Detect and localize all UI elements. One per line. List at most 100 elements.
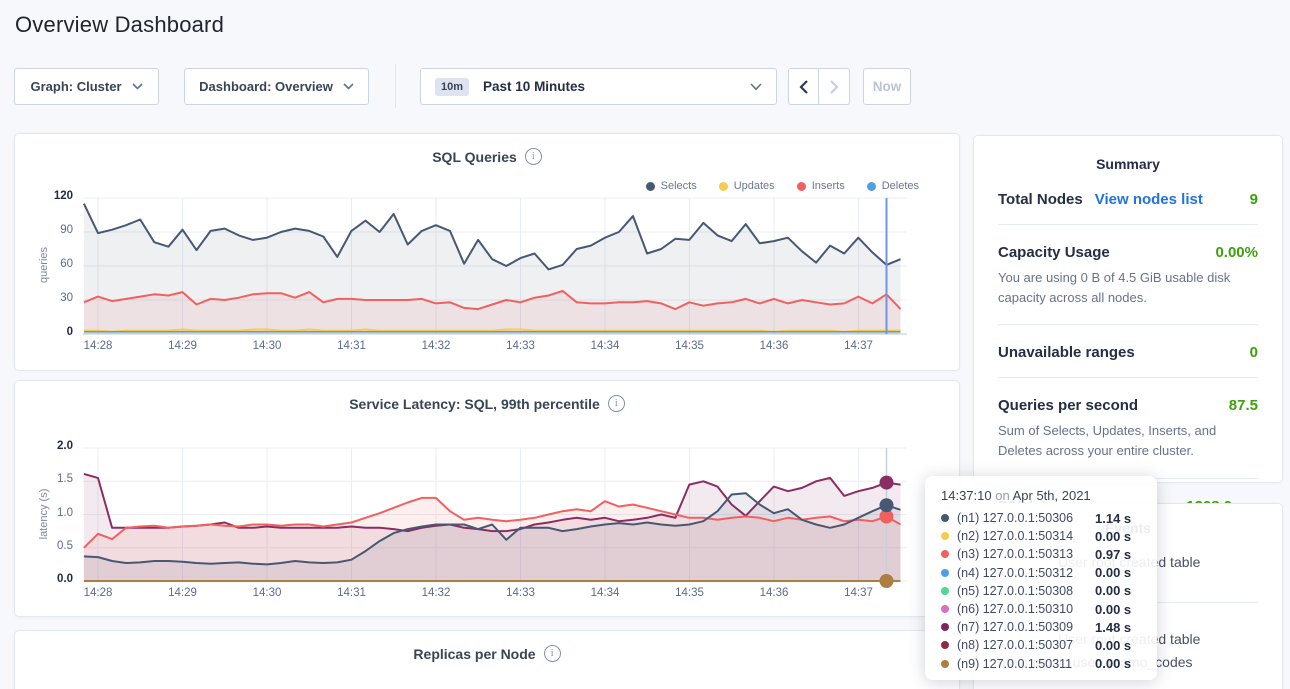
node-latency-value: 0.97 s (1095, 547, 1131, 562)
summary-subtext: Sum of Selects, Updates, Inserts, and De… (998, 421, 1258, 461)
node-latency-value: 0.00 s (1095, 638, 1131, 653)
node-color-dot (941, 641, 949, 649)
summary-label: Capacity Usage (998, 244, 1110, 261)
sql-queries-card: SQL Queries i Selects Updates Inserts Delet… (14, 133, 960, 371)
page-title: Overview Dashboard (15, 12, 224, 38)
node-address: (n2) 127.0.0.1:50314 (957, 529, 1095, 543)
node-color-dot (941, 605, 949, 613)
chart-title: SQL Queries (432, 149, 517, 165)
sql-queries-title-row: SQL Queries i (15, 148, 959, 165)
legend-label: Selects (661, 180, 697, 192)
node-latency-value: 0.00 s (1095, 583, 1131, 598)
node-address: (n6) 127.0.0.1:50310 (957, 602, 1095, 616)
service-latency-card: Service Latency: SQL, 99th percentile i … (14, 380, 960, 617)
node-latency-value: 1.14 s (1095, 511, 1131, 526)
legend-dot (867, 182, 876, 191)
now-button[interactable]: Now (863, 68, 911, 105)
legend-dot (646, 182, 655, 191)
node-address: (n5) 127.0.0.1:50308 (957, 584, 1095, 598)
summary-label: Queries per second (998, 397, 1138, 414)
summary-label: Total Nodes (998, 191, 1083, 208)
summary-subtext: You are using 0 B of 4.5 GiB usable disk… (998, 268, 1258, 308)
chart-title: Replicas per Node (413, 646, 535, 662)
x-axis-tick: 14:29 (151, 340, 215, 352)
node-address: (n4) 127.0.0.1:50312 (957, 566, 1095, 580)
service-latency-plot[interactable] (83, 448, 907, 581)
summary-label: Unavailable ranges (998, 344, 1135, 361)
node-color-dot (941, 660, 949, 668)
legend-item[interactable]: Inserts (797, 180, 845, 192)
x-axis-tick: 14:37 (827, 340, 891, 352)
tooltip-date: Apr 5th, 2021 (1013, 488, 1091, 503)
node-address: (n7) 127.0.0.1:50309 (957, 620, 1095, 634)
tooltip-node-row: (n3) 127.0.0.1:503130.97 s (941, 545, 1141, 563)
summary-value: 87.5 (1229, 397, 1258, 414)
summary-row: Total Nodes View nodes list 9 (998, 191, 1258, 208)
dashboard-dropdown[interactable]: Dashboard: Overview (184, 68, 369, 105)
x-axis-tick: 14:32 (404, 587, 468, 599)
time-step-buttons (788, 68, 850, 105)
tooltip-node-row: (n2) 127.0.0.1:503140.00 s (941, 527, 1141, 545)
legend-item[interactable]: Updates (719, 180, 775, 192)
summary-row: Unavailable ranges 0 (998, 344, 1258, 361)
summary-title: Summary (998, 156, 1258, 172)
node-address: (n3) 127.0.0.1:50313 (957, 547, 1095, 561)
y-axis-tick: 0.0 (15, 573, 73, 585)
legend-item[interactable]: Selects (646, 180, 697, 192)
tooltip-node-row: (n9) 127.0.0.1:503110.00 s (941, 655, 1141, 673)
summary-divider (998, 224, 1258, 225)
time-step-forward-button[interactable] (819, 68, 850, 105)
summary-rows: Total Nodes View nodes list 9 Capacity Usag… (998, 191, 1258, 515)
y-axis-label: latency (s) (38, 454, 50, 574)
replicas-title-row: Replicas per Node i (15, 645, 959, 662)
node-color-dot (941, 514, 949, 522)
summary-divider (998, 377, 1258, 378)
view-nodes-list-link[interactable]: View nodes list (1095, 191, 1203, 208)
replicas-per-node-card: Replicas per Node i (14, 630, 960, 689)
legend-label: Updates (734, 180, 775, 192)
legend-item[interactable]: Deletes (867, 180, 919, 192)
tooltip-timestamp: 14:37:10 on Apr 5th, 2021 (941, 488, 1141, 503)
x-axis-tick: 14:36 (742, 340, 806, 352)
x-axis-tick: 14:30 (235, 587, 299, 599)
summary-row: Queries per second 87.5 (998, 397, 1258, 414)
summary-value: 0 (1250, 344, 1258, 361)
summary-value: 0.00% (1215, 244, 1258, 261)
summary-row: Capacity Usage 0.00% (998, 244, 1258, 261)
summary-divider (998, 324, 1258, 325)
legend-dot (797, 182, 806, 191)
sql-queries-plot[interactable] (83, 198, 907, 334)
x-axis-tick: 14:28 (66, 340, 130, 352)
info-icon[interactable]: i (525, 148, 542, 165)
tooltip-on-word: on (995, 488, 1009, 503)
graph-scope-dropdown[interactable]: Graph: Cluster (14, 68, 159, 105)
x-axis-tick: 14:31 (320, 587, 384, 599)
node-latency-value: 0.00 s (1095, 529, 1131, 544)
y-axis-tick: 2.0 (15, 440, 73, 452)
x-axis-tick: 14:34 (573, 587, 637, 599)
x-axis-tick: 14:37 (827, 587, 891, 599)
graph-scope-label: Graph: Cluster (30, 79, 121, 94)
now-button-label: Now (873, 79, 902, 94)
legend-label: Inserts (812, 180, 845, 192)
x-axis-tick: 14:30 (235, 340, 299, 352)
tooltip-time: 14:37:10 (941, 488, 992, 503)
chart-title: Service Latency: SQL, 99th percentile (349, 396, 600, 412)
node-latency-value: 0.00 s (1095, 565, 1131, 580)
node-latency-value: 0.00 s (1095, 602, 1131, 617)
dashboard-label: Dashboard: Overview (199, 79, 333, 94)
y-axis-tick: 0 (15, 326, 73, 338)
x-axis-tick: 14:35 (658, 340, 722, 352)
node-color-dot (941, 532, 949, 540)
node-color-dot (941, 623, 949, 631)
time-step-back-button[interactable] (788, 68, 819, 105)
info-icon[interactable]: i (544, 645, 561, 662)
time-range-dropdown[interactable]: 10m Past 10 Minutes (420, 68, 777, 105)
chart-legend: Selects Updates Inserts Deletes (646, 180, 919, 192)
summary-value: 9 (1250, 191, 1258, 208)
info-icon[interactable]: i (608, 395, 625, 412)
chevron-down-icon (750, 83, 762, 91)
x-axis-tick: 14:31 (320, 340, 384, 352)
tooltip-node-row: (n8) 127.0.0.1:503070.00 s (941, 636, 1141, 654)
node-color-dot (941, 569, 949, 577)
